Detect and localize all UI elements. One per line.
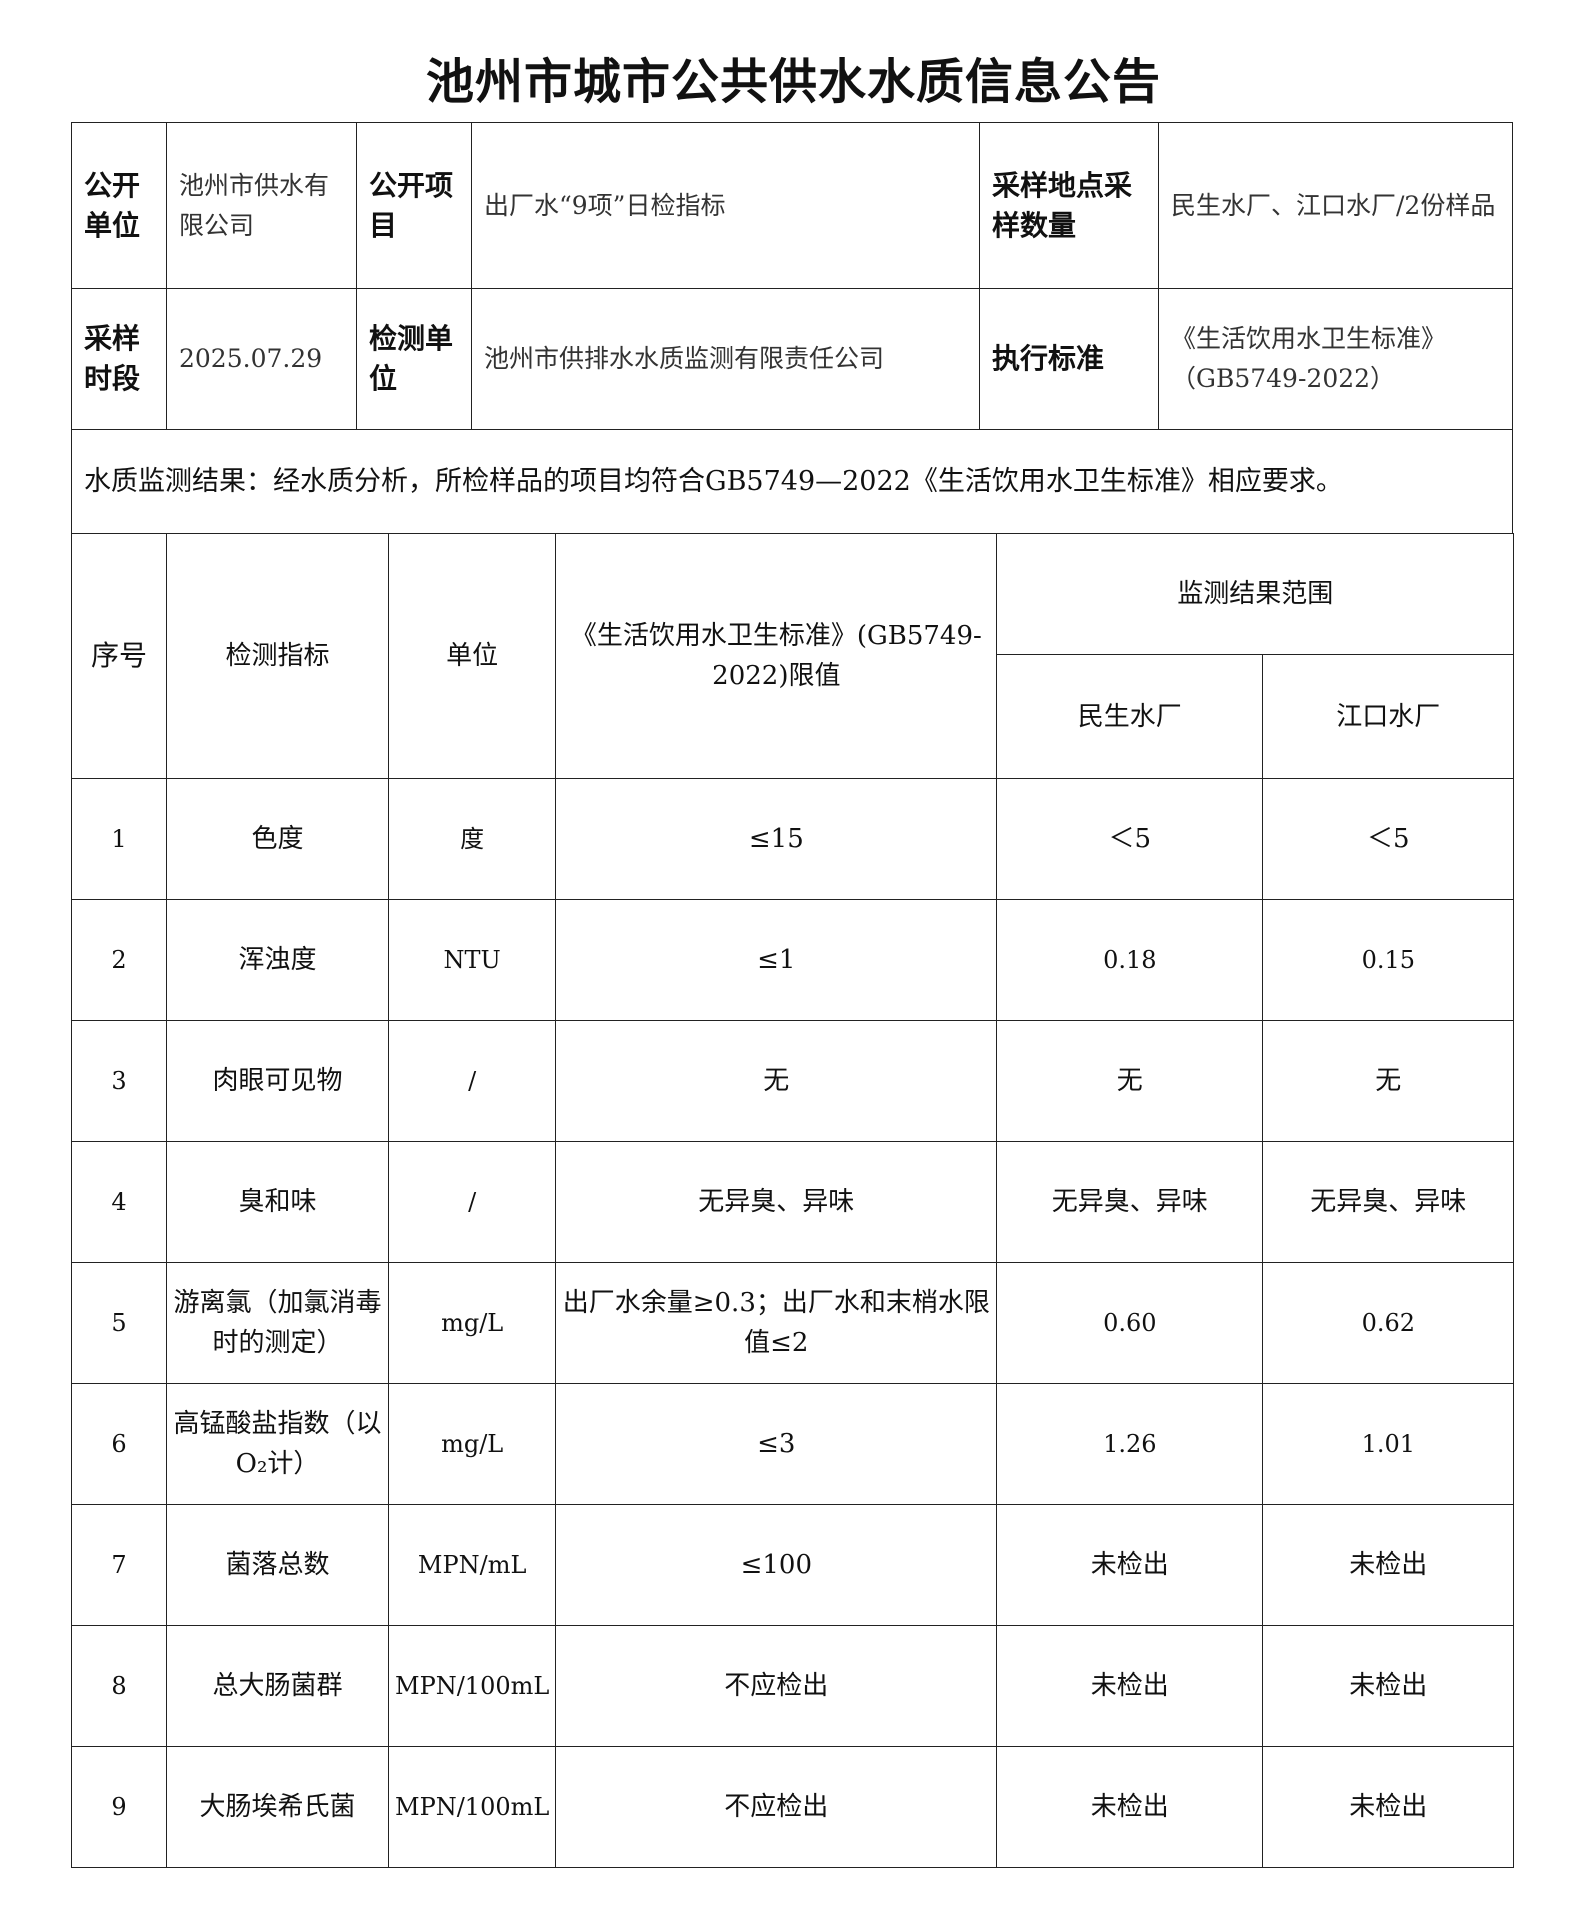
cell-plant2: 无 [1262,1020,1515,1142]
table-row: 5 游离氯（加氯消毒时的测定） mg/L 出厂水余量≥0.3；出厂水和末梢水限值≤2 0… [71,1262,1515,1384]
cell-indicator: 高锰酸盐指数（以O₂计） [166,1383,389,1505]
cell-limit: ≤15 [555,778,998,900]
cell-unit: / [387,1020,557,1142]
cell-plant2: 未检出 [1262,1504,1515,1626]
cell-no: 4 [71,1141,167,1263]
cell-unit: MPN/mL [387,1504,557,1626]
table-row: 9 大肠埃希氏菌 MPN/100mL 不应检出 未检出 未检出 [71,1746,1515,1868]
period-value: 2025.07.29 [166,288,357,430]
period-label: 采样时段 [71,288,167,430]
item-label: 公开项目 [356,122,472,289]
table-row: 1 色度度 ≤15 ＜5 ＜5 [71,778,1515,900]
cell-unit: mg/L [387,1383,557,1505]
header-range: 监测结果范围 [996,533,1515,655]
cell-no: 9 [71,1746,167,1868]
cell-plant2: 0.62 [1262,1262,1515,1384]
cell-plant2: ＜5 [1262,778,1515,900]
table-row: 4 臭和味 / 无异臭、异味 无异臭、异味 无异臭、异味 [71,1141,1515,1263]
conclusion: 水质监测结果：经水质分析，所检样品的项目均符合GB5749—2022《生活饮用水… [71,429,1513,534]
cell-limit: ≤100 [555,1504,998,1626]
cell-no: 1 [71,778,167,900]
cell-limit: ≤1 [555,899,998,1021]
cell-indicator: 色度 [166,778,389,900]
cell-indicator: 大肠埃希氏菌 [166,1746,389,1868]
cell-plant2: 未检出 [1262,1625,1515,1747]
header-plant2: 江口水厂 [1262,654,1515,779]
table-row: 7 菌落总数 MPN/mL ≤100 未检出 未检出 [71,1504,1515,1626]
cell-plant1: 未检出 [996,1504,1264,1626]
cell-plant1: 未检出 [996,1746,1264,1868]
lab-value: 池州市供排水水质监测有限责任公司 [471,288,980,430]
cell-indicator: 浑浊度 [166,899,389,1021]
header-no: 序号 [71,533,167,779]
cell-limit: ≤3 [555,1383,998,1505]
item-value: 出厂水“9项”日检指标 [471,122,980,289]
cell-unit: MPN/100mL [387,1746,557,1868]
table-row: 8 总大肠菌群 MPN/100mL 不应检出 未检出 未检出 [71,1625,1515,1747]
cell-limit: 不应检出 [555,1625,998,1747]
header-indicator: 检测指标 [166,533,389,779]
table-row: 3 肉眼可见物 / 无无无 [71,1020,1515,1142]
cell-no: 7 [71,1504,167,1626]
info-table: 公开单位 池州市供水有限公司 公开项目 出厂水“9项”日检指标 采样地点采样数量… [71,122,1513,534]
cell-indicator: 总大肠菌群 [166,1625,389,1747]
cell-indicator: 臭和味 [166,1141,389,1263]
header-unit: 单位 [387,533,557,779]
cell-no: 5 [71,1262,167,1384]
lab-label: 检测单位 [356,288,472,430]
cell-plant2: 1.01 [1262,1383,1515,1505]
cell-unit: NTU [387,899,557,1021]
site-label: 采样地点采样数量 [979,122,1159,289]
std-value: 《生活饮用水卫生标准》（GB5749-2022） [1158,288,1513,430]
cell-plant1: 无 [996,1020,1264,1142]
cell-plant2: 0.15 [1262,899,1515,1021]
cell-unit: 度 [387,778,557,900]
cell-plant1: 无异臭、异味 [996,1141,1264,1263]
cell-plant1: ＜5 [996,778,1264,900]
cell-unit: mg/L [387,1262,557,1384]
cell-indicator: 游离氯（加氯消毒时的测定） [166,1262,389,1384]
cell-indicator: 肉眼可见物 [166,1020,389,1142]
cell-unit: / [387,1141,557,1263]
cell-limit: 出厂水余量≥0.3；出厂水和末梢水限值≤2 [555,1262,998,1384]
cell-unit: MPN/100mL [387,1625,557,1747]
cell-plant2: 无异臭、异味 [1262,1141,1515,1263]
unit-value: 池州市供水有限公司 [166,122,357,289]
header-plant1: 民生水厂 [996,654,1264,779]
std-label: 执行标准 [979,288,1159,430]
table-row: 2 浑浊度 NTU ≤1 0.18 0.15 [71,899,1515,1021]
cell-no: 2 [71,899,167,1021]
cell-plant1: 0.18 [996,899,1264,1021]
cell-no: 8 [71,1625,167,1747]
cell-no: 6 [71,1383,167,1505]
cell-plant2: 未检出 [1262,1746,1515,1868]
cell-plant1: 未检出 [996,1625,1264,1747]
unit-label: 公开单位 [71,122,167,289]
cell-limit: 无 [555,1020,998,1142]
cell-no: 3 [71,1020,167,1142]
page-title: 池州市城市公共供水水质信息公告 [425,54,1161,110]
cell-limit: 不应检出 [555,1746,998,1868]
table-row: 6 高锰酸盐指数（以O₂计） mg/L ≤3 1.26 1.01 [71,1383,1515,1505]
cell-plant1: 0.60 [996,1262,1264,1384]
cell-limit: 无异臭、异味 [555,1141,998,1263]
site-value: 民生水厂、江口水厂/2份样品 [1158,122,1513,289]
header-limit: 《生活饮用水卫生标准》(GB5749-2022)限值 [555,533,998,779]
cell-indicator: 菌落总数 [166,1504,389,1626]
cell-plant1: 1.26 [996,1383,1264,1505]
results-table: 序号 检测指标 单位 《生活饮用水卫生标准》(GB5749-2022)限值 监测… [71,533,1515,1868]
